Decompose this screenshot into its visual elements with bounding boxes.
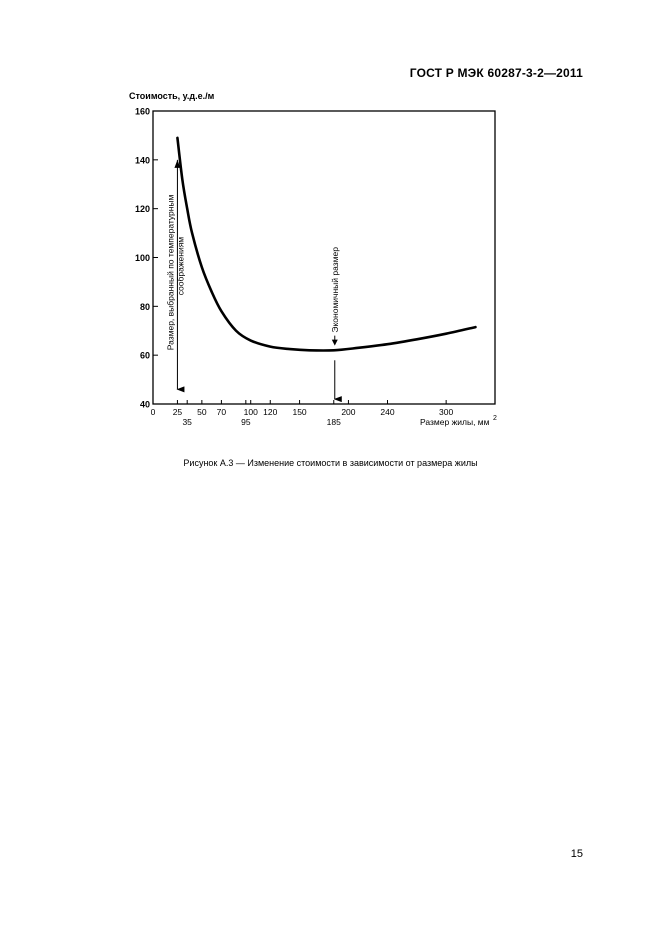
y-tick-label: 140: [135, 155, 150, 165]
economic-size-annotation: Экономичный размер: [330, 247, 340, 333]
economic-size-arrowhead-top: [331, 339, 338, 346]
temperature-size-arrow-top: [174, 159, 181, 168]
y-tick-label: 40: [140, 400, 150, 410]
x-tick-label: 150: [292, 407, 306, 417]
document-header: ГОСТ Р МЭК 60287-3-2—2011: [409, 66, 583, 80]
chart-svg: 40 60 80 100 120 140 160 0 25 50 70 100 120 150 200 240…: [129, 91, 497, 427]
x-tick-label: 25: [173, 407, 183, 417]
y-tick-label: 100: [135, 253, 150, 263]
x-tick-label: 35: [182, 417, 192, 427]
x-tick-label: 100: [244, 407, 258, 417]
x-tick-label: 200: [341, 407, 355, 417]
page-number: 15: [570, 848, 583, 860]
y-tick-label: 160: [135, 107, 150, 117]
x-axis-label-superscript: 2: [493, 415, 497, 422]
plot-frame: [152, 110, 496, 405]
x-tick-label: 240: [380, 407, 394, 417]
y-tick-label: 120: [135, 204, 150, 214]
x-tick-label: 185: [327, 417, 341, 427]
x-axis-label: Размер жилы, мм: [420, 417, 490, 427]
y-axis-label: Стоимость, у.д.е./м: [129, 91, 215, 101]
x-tick-label: 120: [263, 407, 277, 417]
cost-curve: [176, 136, 477, 352]
x-tick-label: 50: [197, 407, 207, 417]
temperature-size-annotation: Размер, выбранный по температурнымсообра…: [165, 194, 185, 350]
x-tick-label: 95: [241, 417, 251, 427]
x-tick-label: 70: [217, 407, 227, 417]
figure-caption: Рисунок А.3 — Изменение стоимости в зави…: [183, 458, 478, 468]
x-tick-label: 0: [151, 407, 156, 417]
x-tick-label: 300: [439, 407, 453, 417]
cost-chart: 40 60 80 100 120 140 160 0 25 50 70 100 120 150 200 240…: [120, 88, 520, 448]
y-tick-label: 60: [140, 351, 150, 361]
y-tick-label: 80: [140, 302, 150, 312]
